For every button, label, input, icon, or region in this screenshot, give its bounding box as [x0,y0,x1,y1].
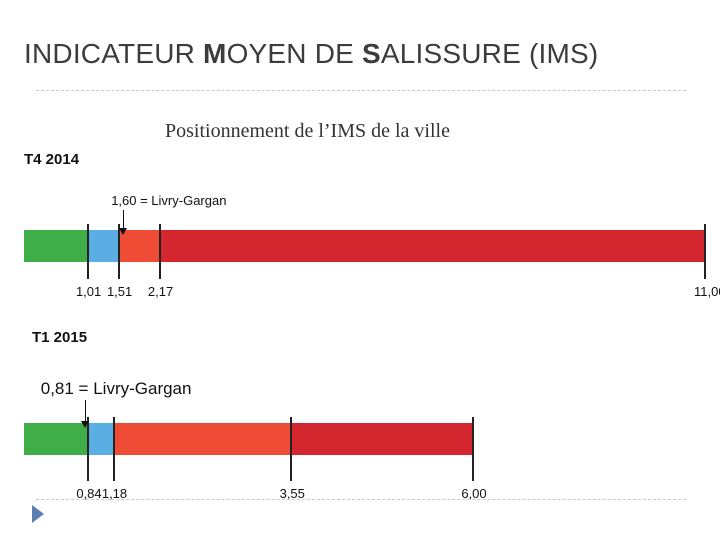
next-slide-arrow-icon[interactable] [32,505,44,523]
scale-bar [24,230,706,262]
city-marker-line [123,210,125,228]
threshold-label: 1,51 [106,284,133,299]
threshold-label: 1,01 [75,284,102,299]
threshold-label: 3,55 [279,486,305,501]
chart-subtitle: Positionnement de l’IMS de la ville [165,120,450,142]
city-marker-arrow-icon [119,228,128,235]
city-marker-line [84,400,86,421]
threshold-tick [87,417,89,481]
scale-segment-blue [86,230,118,262]
footer-divider [36,499,686,500]
scale-segment-orange [112,423,291,455]
section-title-t1-2015: T1 2015 [32,329,88,346]
threshold-tick [158,224,161,279]
threshold-tick [290,417,293,481]
city-marker-label: 1,60 = Livry-Gargan [111,193,227,208]
scale-segment-orange [117,230,159,262]
threshold-tick [117,224,120,279]
city-marker-arrow-icon [80,421,89,428]
scale-segment-green [24,423,87,455]
threshold-label: 0,84 [76,486,102,501]
threshold-label: 1,18 [101,486,128,501]
threshold-tick [112,417,115,481]
slide-title: INDICATEUR MOYEN DE SALISSURE (IMS) [24,38,599,69]
threshold-tick [472,417,474,481]
scale-segment-green [24,230,87,262]
threshold-label: 2,17 [147,284,174,299]
threshold-label: 11,00 [694,284,720,299]
scale-segment-red [290,423,474,455]
scale-bar [24,423,474,455]
threshold-tick [704,224,706,279]
section-title-t4-2014: T4 2014 [24,151,80,168]
title-divider [36,90,686,91]
threshold-label: 6,00 [461,486,487,501]
city-marker-label: 0,81 = Livry-Gargan [40,379,192,398]
scale-segment-red [158,230,706,262]
scale-segment-blue [87,423,113,455]
threshold-tick [86,224,89,279]
